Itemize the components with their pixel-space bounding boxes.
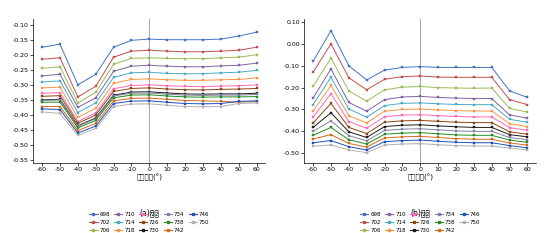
X-axis label: 观测角度(°): 观测角度(°) xyxy=(136,174,163,181)
Legend: 698, 702, 706, 710, 714, 718, 722, 726, 730, 734, 738, 742, 746, 750: 698, 702, 706, 710, 714, 718, 722, 726, … xyxy=(360,212,481,233)
Title: (a)大豆: (a)大豆 xyxy=(139,208,159,217)
Legend: 698, 702, 706, 710, 714, 718, 722, 726, 730, 734, 738, 742, 746, 750: 698, 702, 706, 710, 714, 718, 722, 726, … xyxy=(89,212,210,233)
Title: (b)玉米: (b)玉米 xyxy=(410,208,430,217)
X-axis label: 观测角度(°): 观测角度(°) xyxy=(407,174,434,181)
